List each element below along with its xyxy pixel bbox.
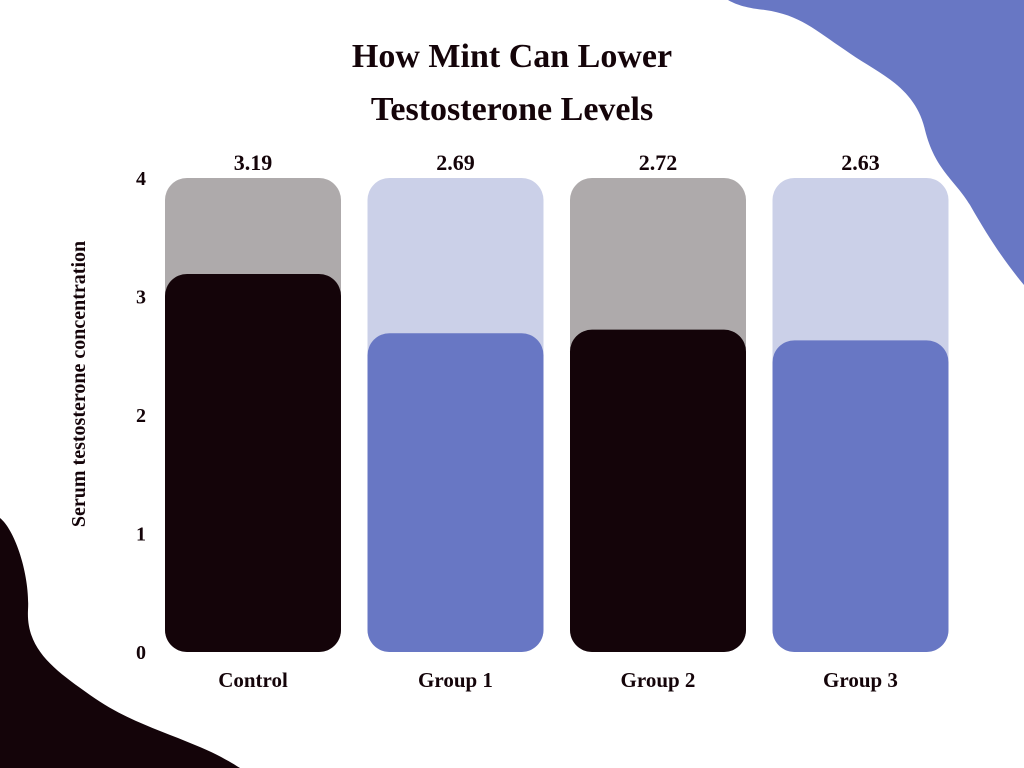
chart-title-line-1: How Mint Can Lower: [351, 38, 673, 75]
y-tick-label-1: 1: [136, 524, 146, 546]
bar-group-3: [772, 340, 949, 652]
bottom-left-blob-shape: [0, 518, 240, 768]
category-label-group-1: Group 1: [418, 668, 493, 692]
category-label-group-3: Group 3: [823, 668, 898, 692]
bars: 3.19 Control 2.69 Group 1 2.72 Group 2 2.63 Gro…: [165, 150, 949, 692]
value-label-group-1: 2.69: [436, 150, 475, 175]
top-right-blob-shape: [728, 0, 1024, 285]
bar-group-1: [367, 333, 544, 652]
bar-group-2: [570, 329, 746, 652]
value-label-group-3: 2.63: [841, 150, 880, 175]
category-label-group-2: Group 2: [621, 668, 696, 692]
y-tick-label-3: 3: [136, 287, 146, 309]
bar-control: [165, 273, 341, 652]
category-label-control: Control: [218, 668, 288, 692]
chart-title: How Mint Can Lower Testosterone Levels: [262, 30, 762, 136]
value-label-group-2: 2.72: [639, 150, 678, 175]
y-axis-ticks: 0 1 2 3 4: [136, 168, 146, 664]
y-axis-title: Serum testosterone concentration: [68, 241, 90, 527]
y-tick-label-4: 4: [136, 168, 146, 190]
y-tick-label-0: 0: [136, 642, 146, 664]
y-tick-label-2: 2: [136, 405, 146, 427]
value-label-control: 3.19: [234, 150, 273, 175]
chart-title-line-2: Testosterone Levels: [370, 91, 654, 128]
